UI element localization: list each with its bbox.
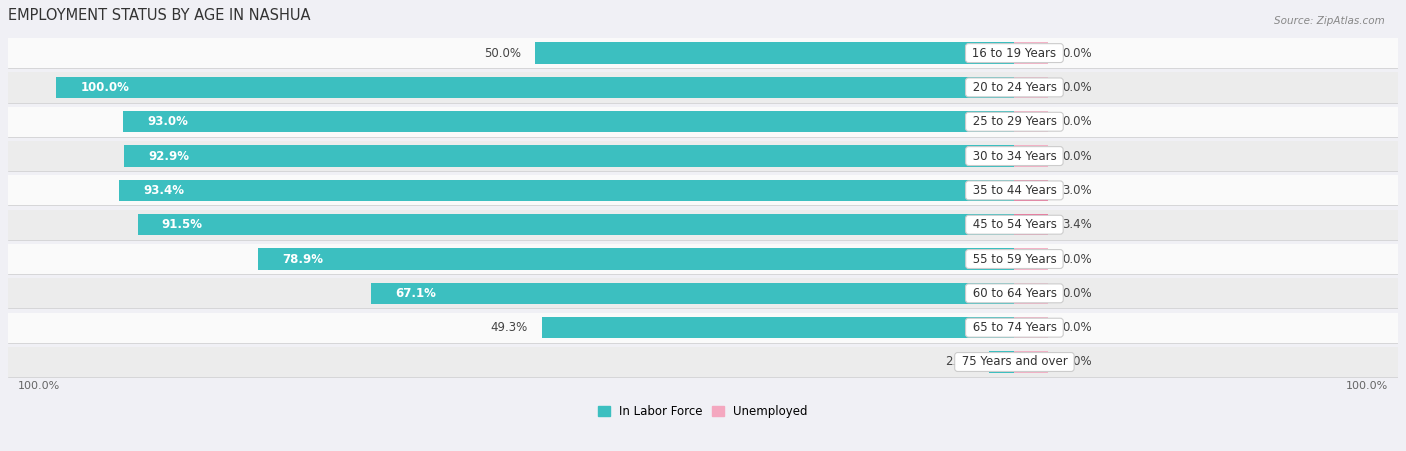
Bar [371,283,1014,304]
Bar [8,347,1398,377]
Bar [124,145,1014,167]
Text: 0.0%: 0.0% [1063,355,1092,368]
Text: 2.6%: 2.6% [945,355,976,368]
Text: 93.0%: 93.0% [148,115,188,128]
Bar [1014,214,1047,235]
Text: 3.4%: 3.4% [1063,218,1092,231]
Text: 50.0%: 50.0% [484,46,522,60]
Text: 0.0%: 0.0% [1063,287,1092,300]
Bar [8,175,1398,206]
Bar [124,111,1014,133]
Bar [1014,283,1047,304]
Text: 100.0%: 100.0% [18,381,60,391]
Bar [1014,351,1047,373]
Text: 75 Years and over: 75 Years and over [957,355,1071,368]
Bar [56,77,1014,98]
Bar [8,72,1398,102]
Legend: In Labor Force, Unemployed: In Labor Force, Unemployed [596,402,810,420]
Text: EMPLOYMENT STATUS BY AGE IN NASHUA: EMPLOYMENT STATUS BY AGE IN NASHUA [8,8,311,23]
Bar [8,244,1398,274]
Text: 0.0%: 0.0% [1063,321,1092,334]
Text: 16 to 19 Years: 16 to 19 Years [969,46,1060,60]
Bar [8,210,1398,240]
Text: 78.9%: 78.9% [283,253,323,266]
Bar [8,278,1398,308]
Text: 0.0%: 0.0% [1063,46,1092,60]
Text: 0.0%: 0.0% [1063,115,1092,128]
Bar [120,180,1014,201]
Bar [8,38,1398,68]
Bar [1014,317,1047,338]
Text: 65 to 74 Years: 65 to 74 Years [969,321,1060,334]
Text: 91.5%: 91.5% [162,218,202,231]
Bar [1014,111,1047,133]
Text: 49.3%: 49.3% [491,321,527,334]
Bar [536,42,1014,64]
Bar [8,141,1398,171]
Text: 35 to 44 Years: 35 to 44 Years [969,184,1060,197]
Bar [1014,180,1047,201]
Bar [1014,145,1047,167]
Bar [259,249,1014,270]
Bar [1014,249,1047,270]
Text: 0.0%: 0.0% [1063,253,1092,266]
Text: 55 to 59 Years: 55 to 59 Years [969,253,1060,266]
Text: 3.0%: 3.0% [1063,184,1092,197]
Bar [1014,77,1047,98]
Text: 92.9%: 92.9% [148,150,190,162]
Text: 30 to 34 Years: 30 to 34 Years [969,150,1060,162]
Text: 93.4%: 93.4% [143,184,184,197]
Text: 0.0%: 0.0% [1063,150,1092,162]
Text: 0.0%: 0.0% [1063,81,1092,94]
Text: Source: ZipAtlas.com: Source: ZipAtlas.com [1274,16,1385,26]
Bar [1014,42,1047,64]
Text: 100.0%: 100.0% [1346,381,1388,391]
Text: 60 to 64 Years: 60 to 64 Years [969,287,1060,300]
Text: 67.1%: 67.1% [395,287,436,300]
Text: 100.0%: 100.0% [80,81,129,94]
Text: 25 to 29 Years: 25 to 29 Years [969,115,1060,128]
Bar [8,313,1398,343]
Bar [8,106,1398,137]
Bar [543,317,1014,338]
Text: 45 to 54 Years: 45 to 54 Years [969,218,1060,231]
Bar [990,351,1014,373]
Bar [138,214,1014,235]
Text: 20 to 24 Years: 20 to 24 Years [969,81,1060,94]
